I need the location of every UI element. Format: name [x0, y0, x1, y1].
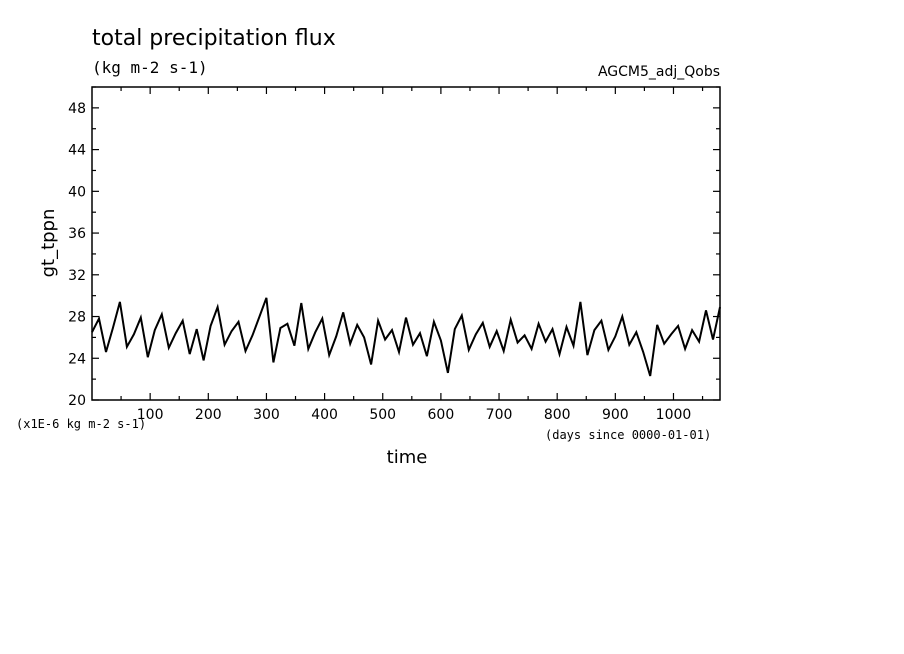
x-tick-label: 600	[428, 407, 455, 423]
y-tick-label: 48	[68, 101, 86, 117]
y-tick-label: 24	[68, 351, 86, 367]
x-tick-label: 800	[544, 407, 571, 423]
x-axis-label: time	[387, 447, 428, 468]
x-unit-note: (days since 0000-01-01)	[545, 428, 711, 442]
run-label: AGCM5_adj_Qobs	[598, 64, 720, 80]
plot-frame	[91, 86, 721, 401]
x-tick-label: 100	[137, 407, 164, 423]
y-tick-label: 44	[68, 143, 86, 159]
y-tick-label: 40	[68, 184, 86, 200]
y-tick-label: 36	[68, 226, 86, 242]
chart-title: total precipitation flux	[92, 26, 336, 51]
y-tick-label: 32	[68, 268, 86, 284]
x-tick-label: 900	[602, 407, 629, 423]
y-tick-labels: 20 24 28 32 36 40 44 48	[68, 101, 86, 409]
y-axis-label: gt_tppn	[38, 209, 59, 278]
y-scale-note: (x1E-6 kg m-2 s-1)	[16, 417, 146, 431]
chart-subtitle: (kg m-2 s-1)	[92, 58, 208, 77]
y-tick-label: 28	[68, 310, 86, 326]
y-tick-label: 20	[68, 393, 86, 409]
x-tick-labels: 100 200 300 400 500 600 700 800 900 1000	[137, 407, 692, 423]
x-tick-label: 700	[486, 407, 513, 423]
x-tick-label: 300	[253, 407, 280, 423]
x-tick-label: 400	[311, 407, 338, 423]
x-tick-label: 200	[195, 407, 222, 423]
axis-ticks	[92, 86, 720, 401]
series-line	[91, 297, 721, 377]
x-tick-label: 1000	[656, 407, 692, 423]
x-tick-label: 500	[369, 407, 396, 423]
